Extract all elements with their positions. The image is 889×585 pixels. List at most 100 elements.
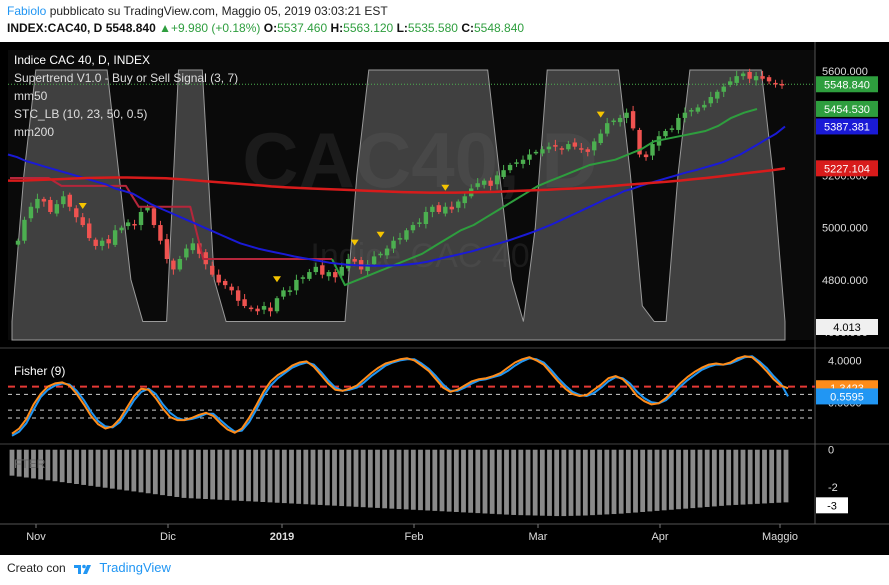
candle-body (650, 144, 655, 156)
stc-area (11, 69, 786, 341)
histogram-bar (726, 449, 732, 506)
y-tick-label: 5000.000 (822, 223, 868, 235)
x-tick-label: Apr (651, 531, 668, 543)
histogram-bar (382, 449, 388, 509)
candle-body (35, 198, 40, 209)
candle-body (222, 280, 228, 286)
histogram-bar (604, 449, 610, 515)
histogram-title: FTER (14, 457, 46, 471)
supertrend-down-line (10, 177, 332, 260)
sell-signal-marker (376, 231, 385, 238)
candle-body (747, 71, 752, 79)
histogram-price-box (816, 497, 848, 514)
candle-body (721, 86, 726, 92)
price-label: 5454.530 (816, 100, 878, 117)
price-label-text: 5387.381 (824, 121, 870, 133)
histogram-bar (360, 449, 366, 508)
change-value: +9.980 (+0.18%) (171, 21, 261, 35)
candle-body (177, 259, 183, 270)
candle-body (611, 120, 616, 123)
candle-body (630, 111, 636, 129)
candle-body (669, 128, 675, 130)
close-label: C: (461, 21, 474, 35)
price-label-box (816, 76, 878, 93)
candle-body (242, 299, 247, 307)
histogram-bar (375, 449, 380, 508)
histogram-bar (582, 449, 588, 516)
histogram-bar (453, 449, 459, 512)
author-link[interactable]: Fabiolo (7, 4, 47, 18)
histogram-bar (403, 449, 409, 510)
histogram-bar (690, 449, 696, 509)
candle-body (384, 248, 390, 256)
histogram-bar (511, 449, 517, 515)
candle-body (326, 272, 331, 277)
created-with-label: Creato con (7, 561, 66, 575)
candle-body (125, 222, 131, 227)
histogram-bar (633, 449, 638, 513)
histogram-bar (389, 449, 395, 509)
histogram-bar (496, 449, 502, 515)
histogram-bar (31, 449, 36, 479)
histogram-bar (339, 449, 345, 507)
candle-body (287, 290, 293, 292)
histogram-bar (504, 449, 509, 515)
candle-body (663, 130, 668, 137)
candle-body (248, 307, 254, 310)
candle-body (753, 76, 759, 81)
histogram-bar (238, 449, 244, 501)
fisher-line (11, 355, 789, 435)
candle-body (87, 223, 92, 239)
candle-body (708, 97, 713, 104)
candle-body (307, 272, 312, 279)
candle-body (514, 162, 519, 164)
candle-body (397, 238, 403, 240)
histogram-bar (762, 449, 767, 504)
candle-body (559, 148, 565, 150)
candle-body (546, 146, 552, 150)
candle-body (760, 76, 765, 79)
histogram-bar (754, 449, 760, 504)
histogram-bar (9, 449, 15, 476)
histogram-bar (281, 449, 287, 504)
histogram-bar (346, 449, 352, 507)
candle-body (566, 144, 571, 150)
mm200-line (8, 167, 786, 194)
histogram-bar (561, 449, 567, 517)
histogram-bar (59, 449, 65, 483)
histogram-bar (418, 449, 423, 511)
candle-body (527, 154, 532, 160)
histogram-y-tick: -2 (828, 482, 838, 494)
candle-body (617, 117, 623, 123)
histogram-bar (131, 449, 137, 492)
histogram-bar (683, 449, 689, 509)
candle-body (74, 208, 79, 218)
legend-entry: mm200 (14, 125, 54, 139)
price-label-box (816, 100, 878, 117)
candle-body (61, 196, 66, 205)
histogram-bar (188, 449, 194, 499)
sell-signal-marker (78, 203, 87, 210)
candle-body (585, 149, 590, 152)
histogram-bar (439, 449, 445, 512)
histogram-bar (160, 449, 165, 496)
y-tick-label: 5600.000 (822, 66, 868, 78)
candle-body (404, 230, 409, 240)
candle-body (261, 306, 267, 310)
candle-body (417, 222, 422, 224)
histogram-bar (676, 449, 681, 510)
tradingview-brand[interactable]: TradingView (99, 560, 171, 575)
candle-body (766, 77, 772, 82)
candle-body (313, 266, 319, 273)
sell-signal-marker (596, 111, 605, 118)
histogram-bar (489, 449, 495, 514)
histogram-bar (324, 449, 330, 506)
histogram-bar (195, 449, 201, 499)
x-tick-label: Nov (26, 531, 46, 543)
candle-body (132, 224, 137, 226)
legend-entry: STC_LB (10, 23, 50, 0.5) (14, 107, 147, 121)
histogram-bar (210, 449, 216, 500)
candle-body (158, 225, 163, 241)
histogram-bar (16, 449, 22, 477)
